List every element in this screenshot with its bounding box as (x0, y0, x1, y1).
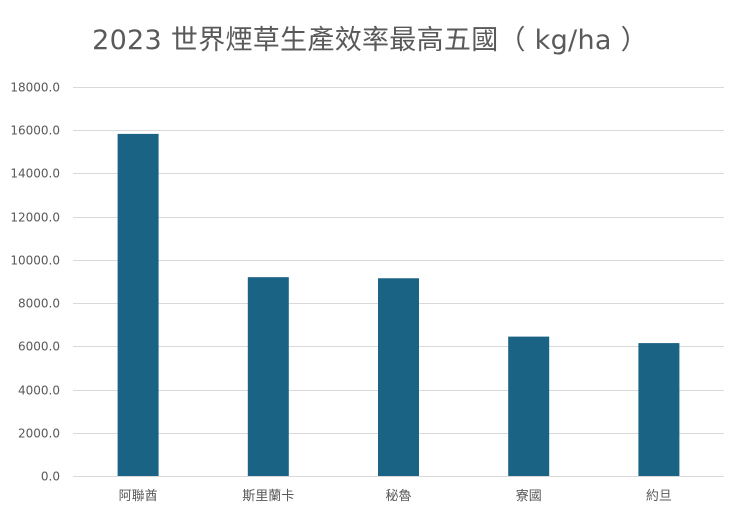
y-tick-label: 0.0 (41, 470, 60, 484)
bar-1 (247, 277, 289, 476)
y-tick-label: 8000.0 (18, 297, 60, 311)
x-category-label: 秘魯 (385, 489, 411, 504)
y-tick-label: 14000.0 (10, 167, 60, 181)
y-tick-label: 10000.0 (10, 254, 60, 268)
y-tick-label: 12000.0 (10, 211, 60, 225)
y-tick-label: 2000.0 (18, 427, 60, 441)
y-tick-label: 6000.0 (18, 340, 60, 354)
bars (117, 133, 680, 476)
y-tick-label: 4000.0 (18, 384, 60, 398)
y-tick-label: 18000.0 (10, 81, 60, 95)
x-category-label: 約旦 (646, 489, 672, 504)
y-tick-label: 16000.0 (10, 124, 60, 138)
bar-2 (378, 278, 419, 476)
x-axis-category-labels: 阿聯酋 斯里蘭卡 秘魯 寮國 約旦 (119, 488, 672, 504)
bar-4 (638, 343, 680, 476)
y-axis-tick-labels: 0.0 2000.0 4000.0 6000.0 8000.0 10000.0 12000.… (10, 81, 60, 484)
chart-title: 2023 世界煙草生產效率最高五國（ kg/ha ） (92, 25, 648, 56)
bar-3 (508, 336, 550, 476)
x-category-label: 寮國 (516, 488, 542, 504)
x-category-label: 阿聯酋 (119, 488, 158, 504)
x-category-label: 斯里蘭卡 (242, 488, 294, 504)
bar-0 (117, 133, 159, 476)
